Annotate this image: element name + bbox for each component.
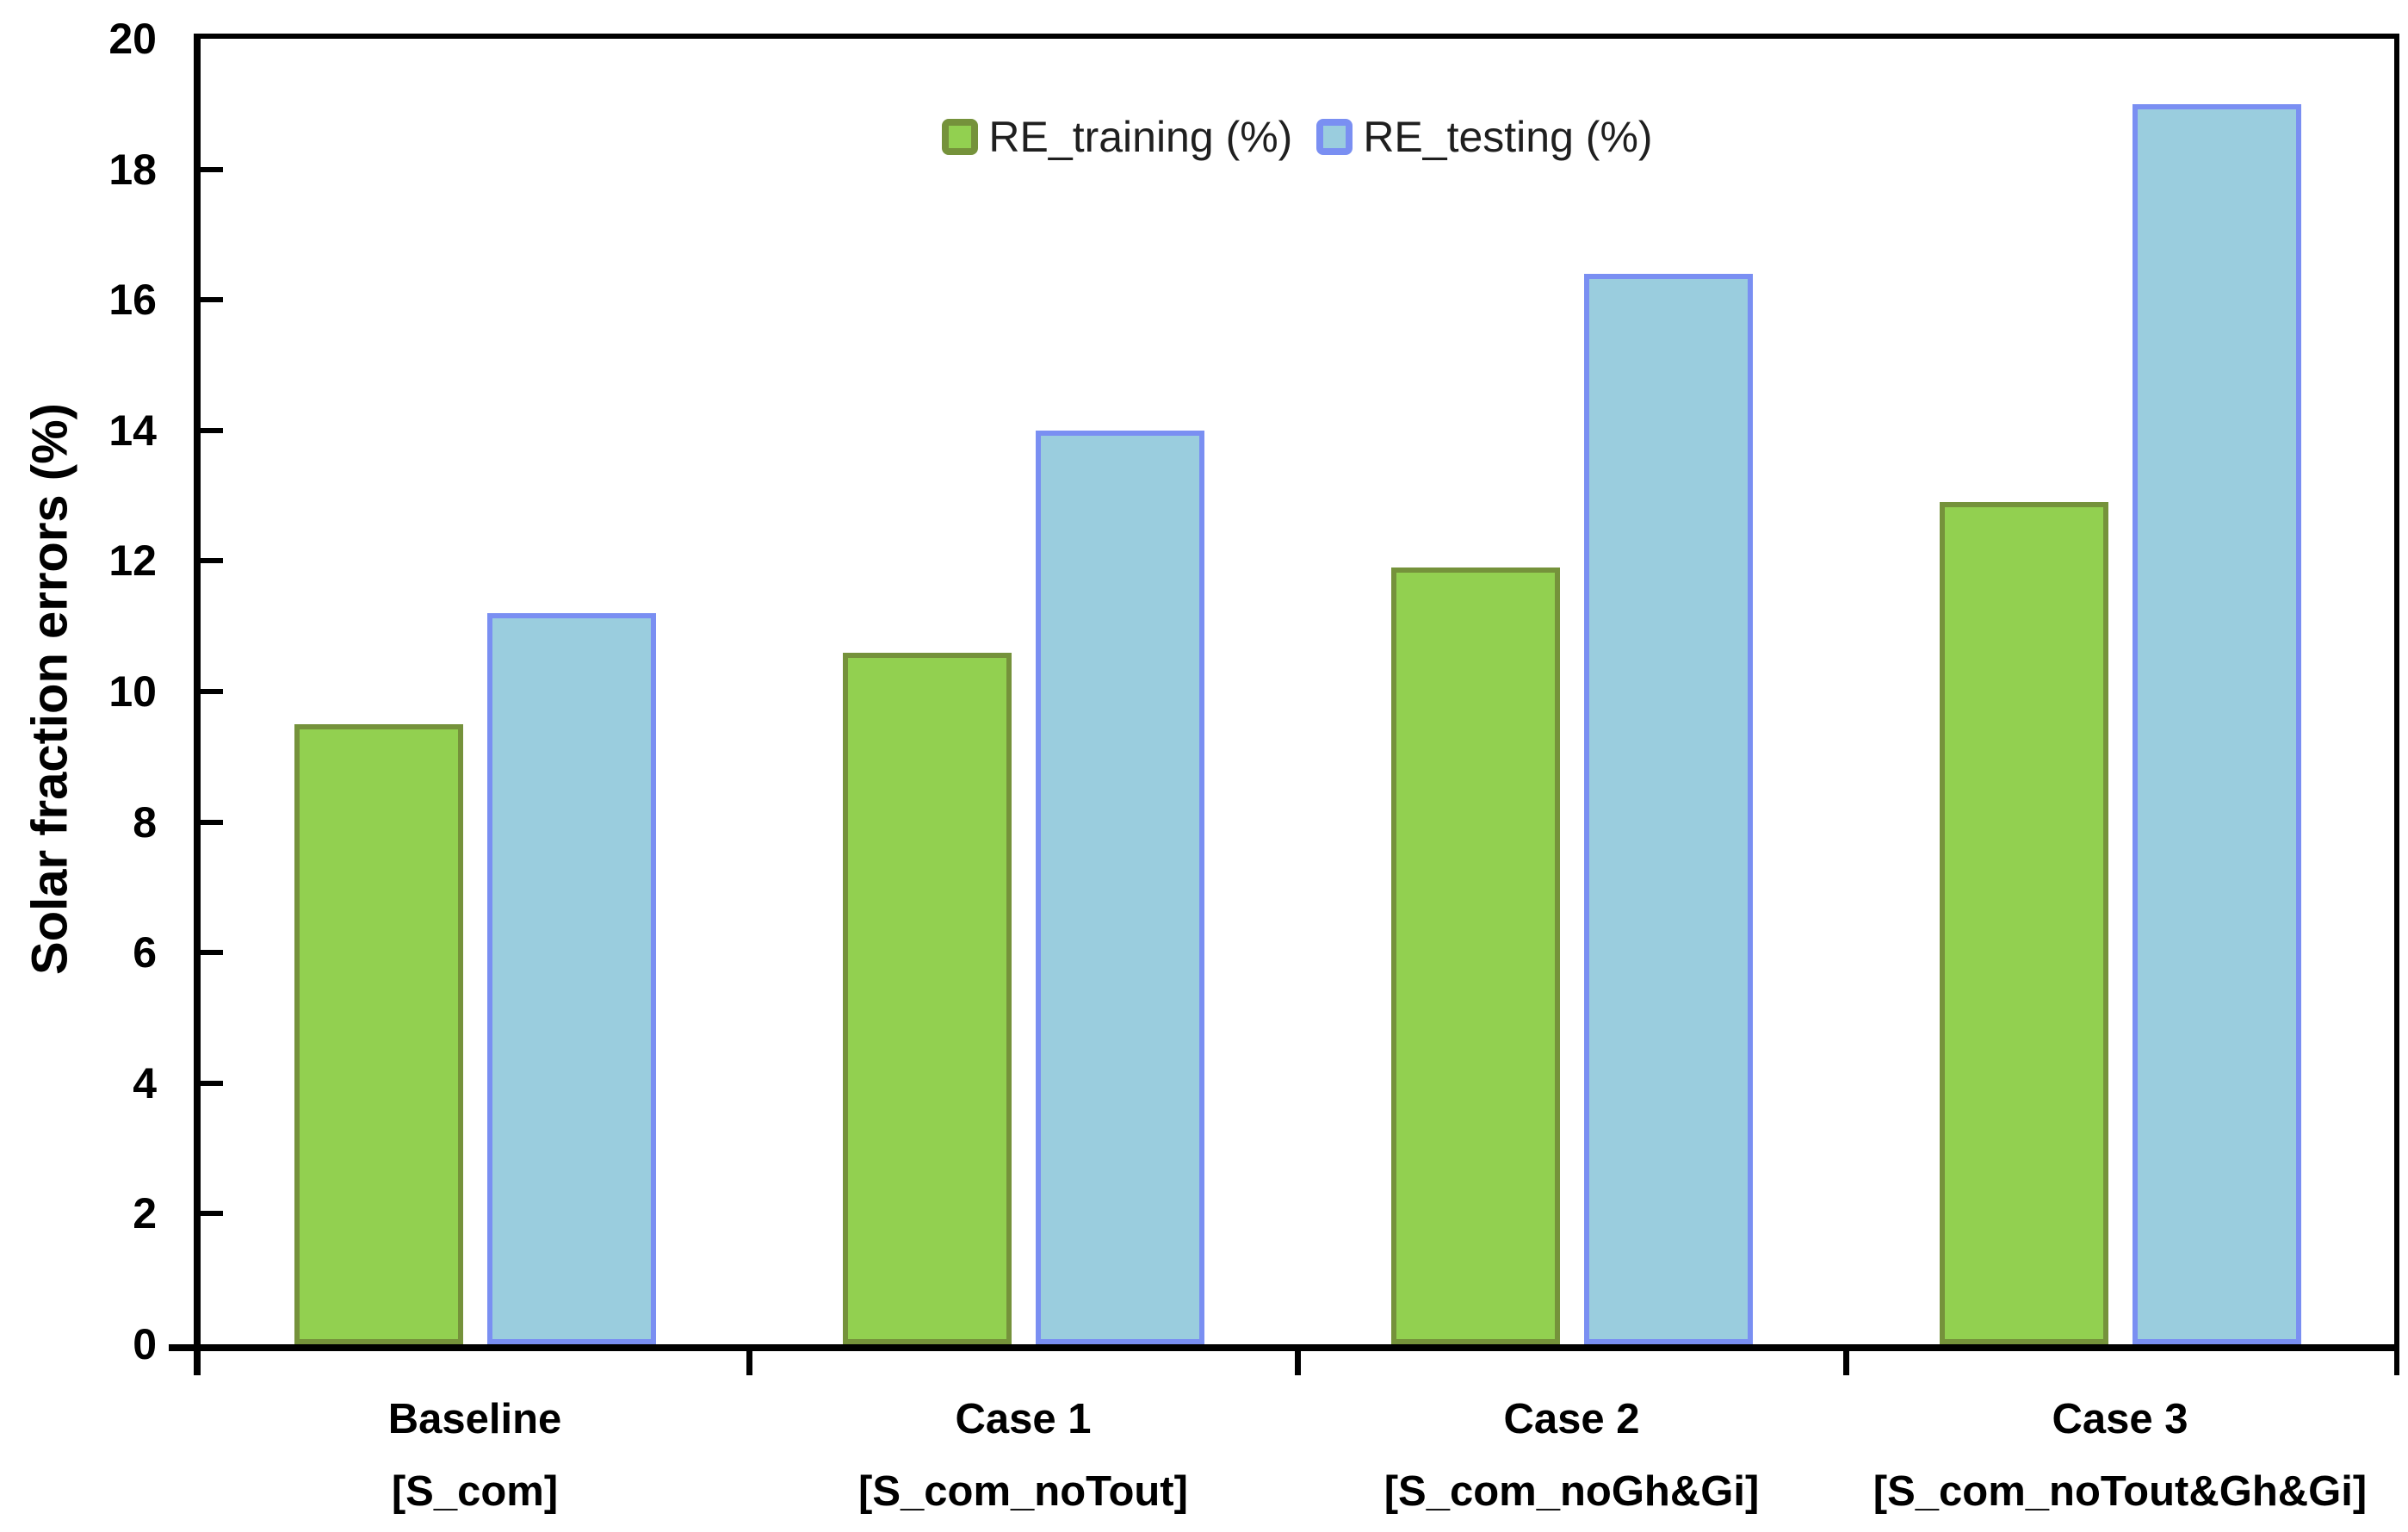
bar-testing-1 — [1035, 430, 1204, 1344]
y-tick-mark — [201, 1080, 223, 1086]
y-tick-mark — [201, 689, 223, 694]
y-tick-label: 0 — [133, 1320, 157, 1368]
category-label-line1: Case 2 — [1503, 1396, 1640, 1442]
x-tick-mark — [1294, 1351, 1301, 1375]
category-label-line1: Case 3 — [2052, 1396, 2188, 1442]
y-tick-mark — [201, 950, 223, 956]
x-tick-mark — [746, 1351, 752, 1375]
y-tick-label: 20 — [108, 15, 157, 63]
training-swatch-icon — [942, 119, 979, 155]
category-label-line1: Baseline — [387, 1396, 562, 1442]
legend: RE_training (%) RE_testing (%) — [201, 112, 2394, 162]
category-label-line2: [S_com_noGh&Gi] — [1384, 1468, 1760, 1515]
legend-item-training: RE_training (%) — [942, 112, 1292, 162]
y-tick-label: 14 — [108, 406, 157, 455]
y-tick-mark — [201, 427, 223, 433]
legend-label-testing: RE_testing (%) — [1363, 113, 1653, 161]
category-label-line1: Case 1 — [955, 1396, 1092, 1442]
category-label-line2: [S_com] — [391, 1468, 559, 1515]
category-label-1: Case 1 [S_com_noTout] — [722, 1383, 1325, 1528]
bar-training-2 — [1390, 567, 1560, 1344]
y-tick-label: 2 — [133, 1189, 157, 1238]
y-tick-mark — [201, 819, 223, 825]
category-label-0: Baseline [S_com] — [174, 1383, 777, 1528]
y-tick-label: 16 — [108, 276, 157, 325]
category-label-2: Case 2 [S_com_noGh&Gi] — [1271, 1383, 1873, 1528]
plot-area-frame — [194, 34, 2399, 1351]
y-tick-label: 18 — [108, 145, 157, 194]
y-tick-mark — [201, 558, 223, 564]
testing-swatch-icon — [1316, 119, 1353, 155]
y-tick-label: 8 — [133, 797, 157, 847]
x-tick-mark — [1842, 1351, 1849, 1375]
bar-testing-0 — [486, 613, 656, 1344]
bar-testing-3 — [2132, 103, 2301, 1344]
y-tick-mark — [201, 1211, 223, 1217]
y-tick-label: 12 — [108, 537, 157, 586]
bar-training-0 — [294, 723, 463, 1344]
legend-item-testing: RE_testing (%) — [1316, 112, 1653, 162]
y-tick-label: 10 — [108, 667, 157, 716]
legend-label-training: RE_training (%) — [988, 113, 1293, 161]
bar-training-1 — [842, 652, 1012, 1344]
y-tick-label: 6 — [133, 928, 157, 977]
x-tick-mark — [194, 1351, 201, 1375]
x-axis-zero-tick — [169, 1344, 195, 1351]
bar-testing-2 — [1583, 273, 1753, 1344]
category-label-3: Case 3 [S_com_noTout&Gh&Gi] — [1819, 1383, 2408, 1528]
x-tick-mark — [2394, 1351, 2399, 1375]
bar-training-3 — [1939, 502, 2108, 1344]
category-label-line2: [S_com_noTout] — [858, 1468, 1188, 1515]
y-tick-label: 4 — [133, 1058, 157, 1107]
y-tick-mark — [201, 297, 223, 303]
y-tick-mark — [201, 166, 223, 172]
category-label-line2: [S_com_noTout&Gh&Gi] — [1873, 1468, 2368, 1515]
